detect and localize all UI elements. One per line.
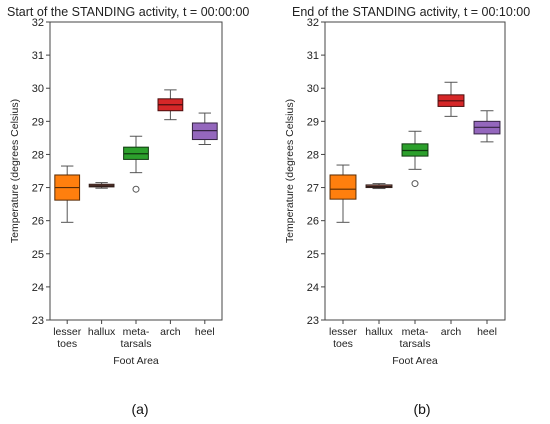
outlier-point: [132, 185, 140, 193]
y-tick-label: 24: [307, 282, 319, 294]
y-tick-label: 29: [307, 116, 319, 128]
y-tick-label: 26: [32, 216, 44, 228]
x-tick-label: heel: [477, 326, 497, 338]
chart-panel-b: End of the STANDING activity, t = 00:10:…: [284, 5, 530, 417]
y-tick-label: 32: [32, 17, 44, 29]
y-tick-label: 28: [32, 149, 44, 161]
box-5: [191, 112, 218, 146]
y-tick-label: 24: [32, 282, 44, 294]
chart-panel-a: Start of the STANDING activity, t = 00:0…: [7, 5, 249, 417]
y-tick-label: 28: [307, 149, 319, 161]
x-tick-label: arch: [441, 326, 462, 338]
y-axis-label: Temperature (degrees Celsius): [284, 99, 296, 243]
box-4: [437, 81, 465, 117]
x-tick-label: lesser: [329, 326, 358, 338]
box-iqr: [191, 122, 218, 141]
x-tick-label: arch: [160, 326, 181, 338]
y-tick-label: 23: [32, 315, 44, 327]
plot-frame: [324, 21, 506, 321]
x-tick-label: hallux: [365, 326, 393, 338]
y-axis-label: Temperature (degrees Celsius): [9, 99, 21, 243]
y-tick-label: 30: [32, 83, 44, 95]
y-tick-label: 30: [307, 83, 319, 95]
box-2: [88, 182, 115, 189]
y-tick-label: 31: [307, 50, 319, 62]
y-tick-label: 26: [307, 216, 319, 228]
x-tick-label: heel: [195, 326, 215, 338]
box-2: [365, 183, 393, 190]
panel-caption: (b): [413, 401, 430, 417]
x-tick-label: tarsals: [400, 338, 431, 350]
x-tick-label: tarsals: [121, 338, 152, 350]
box-3: [123, 135, 149, 193]
x-tick-label: toes: [333, 338, 353, 350]
chart-title: Start of the STANDING activity, t = 00:0…: [7, 5, 249, 19]
box-1: [329, 164, 357, 223]
outlier-point: [411, 180, 419, 188]
box-1: [54, 165, 81, 223]
y-tick-label: 27: [307, 183, 319, 195]
y-tick-label: 25: [307, 249, 319, 261]
x-tick-label: meta-: [402, 326, 429, 338]
chart-title: End of the STANDING activity, t = 00:10:…: [292, 5, 530, 19]
y-tick-label: 31: [32, 50, 44, 62]
box-4: [157, 89, 184, 121]
y-tick-label: 27: [32, 183, 44, 195]
y-tick-label: 32: [307, 17, 319, 29]
y-tick-label: 23: [307, 315, 319, 327]
x-axis-label: Foot Area: [392, 355, 438, 367]
x-tick-label: lesser: [53, 326, 82, 338]
x-tick-label: toes: [57, 338, 77, 350]
x-axis-label: Foot Area: [113, 355, 159, 367]
box-3: [401, 130, 429, 188]
x-tick-label: hallux: [88, 326, 116, 338]
box-5: [473, 110, 501, 143]
y-tick-label: 25: [32, 249, 44, 261]
y-tick-label: 29: [32, 116, 44, 128]
box-iqr: [329, 174, 357, 200]
panel-caption: (a): [131, 401, 148, 417]
x-tick-label: meta-: [123, 326, 150, 338]
